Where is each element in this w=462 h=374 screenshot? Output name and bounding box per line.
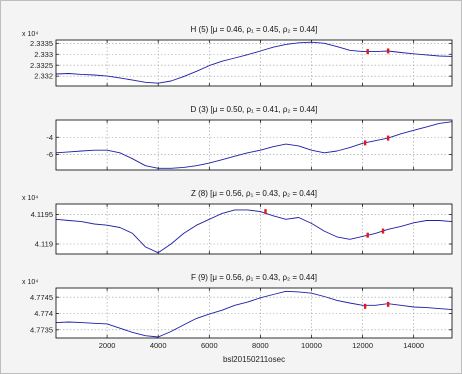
y-tick-label: 4.1195 bbox=[31, 210, 53, 219]
y-tick-label: 2.332 bbox=[34, 72, 53, 81]
marker-point bbox=[381, 228, 385, 234]
subplot-1: 2.332 2.3325 2.333 2.3335 H (5) [μ = 0.46, ρ… bbox=[22, 25, 453, 87]
axes-frame bbox=[55, 39, 453, 87]
marker-point bbox=[264, 209, 267, 215]
subplot-4: 2000 4000 6000 8000 10000 12000 14000 4.7735 4.7… bbox=[22, 273, 453, 350]
y-tick-label: 2.3335 bbox=[30, 39, 53, 48]
subplot-title: Z (8) [μ = 0.56, ρ₁ = 0.43, ρ₂ = 0.44] bbox=[191, 189, 317, 198]
subplot-title: H (5) [μ = 0.46, ρ₁ = 0.45, ρ₂ = 0.44] bbox=[191, 25, 318, 34]
axes-frame bbox=[55, 203, 453, 255]
x-tick-label: 8000 bbox=[252, 341, 269, 350]
marker-point bbox=[363, 303, 367, 309]
x-tick-label: 2000 bbox=[99, 341, 116, 350]
y-tick-label: -6 bbox=[46, 150, 53, 159]
subplot-title: F (9) [μ = 0.56, ρ₁ = 0.43, ρ₂ = 0.44] bbox=[191, 273, 317, 282]
marker-point bbox=[366, 49, 369, 55]
x-tick-label: 4000 bbox=[150, 341, 167, 350]
marker-point bbox=[386, 301, 390, 307]
series-line bbox=[55, 41, 453, 84]
exponent-label: x 10⁴ bbox=[22, 31, 38, 38]
subplot-3: 4.119 4.1195 Z (8) [μ = 0.56, ρ₁ = 0.43, ρ… bbox=[22, 189, 453, 255]
y-tick-label: 2.333 bbox=[34, 50, 53, 59]
series-line bbox=[55, 290, 453, 338]
marker-point bbox=[386, 135, 390, 141]
y-tick-label: 4.119 bbox=[35, 240, 53, 249]
y-tick-label: 2.3325 bbox=[30, 61, 53, 70]
axes-background bbox=[56, 40, 452, 86]
series-line bbox=[55, 121, 453, 169]
exponent-label: x 10⁴ bbox=[22, 195, 38, 202]
y-tick-label: 4.774 bbox=[34, 309, 53, 318]
x-tick-label: 12000 bbox=[352, 341, 373, 350]
x-axis-label: bsl20150211osec bbox=[223, 355, 285, 364]
x-tick-label: 6000 bbox=[201, 341, 218, 350]
x-tick-label: 14000 bbox=[403, 341, 424, 350]
axes-background bbox=[56, 288, 452, 338]
axes-background bbox=[56, 204, 452, 254]
marker-point bbox=[366, 232, 369, 238]
subplot-title: D (3) [μ = 0.50, ρ₁ = 0.41, ρ₂ = 0.44] bbox=[191, 105, 318, 114]
series-line bbox=[55, 209, 453, 254]
axes-frame bbox=[55, 119, 453, 171]
y-tick-label: 4.7745 bbox=[30, 293, 53, 302]
exponent-label: x 10⁴ bbox=[22, 279, 38, 286]
marker-point bbox=[386, 48, 390, 54]
x-tick-label: 10000 bbox=[301, 341, 322, 350]
subplot-2: -6 -4 D (3) [μ = 0.50, ρ₁ = 0.41, ρ₂ = 0.4… bbox=[46, 105, 453, 171]
axes-frame bbox=[55, 287, 453, 339]
marker-point bbox=[363, 140, 367, 146]
y-tick-label: 4.7735 bbox=[30, 325, 53, 334]
axes-background bbox=[56, 120, 452, 170]
y-tick-label: -4 bbox=[46, 133, 53, 142]
